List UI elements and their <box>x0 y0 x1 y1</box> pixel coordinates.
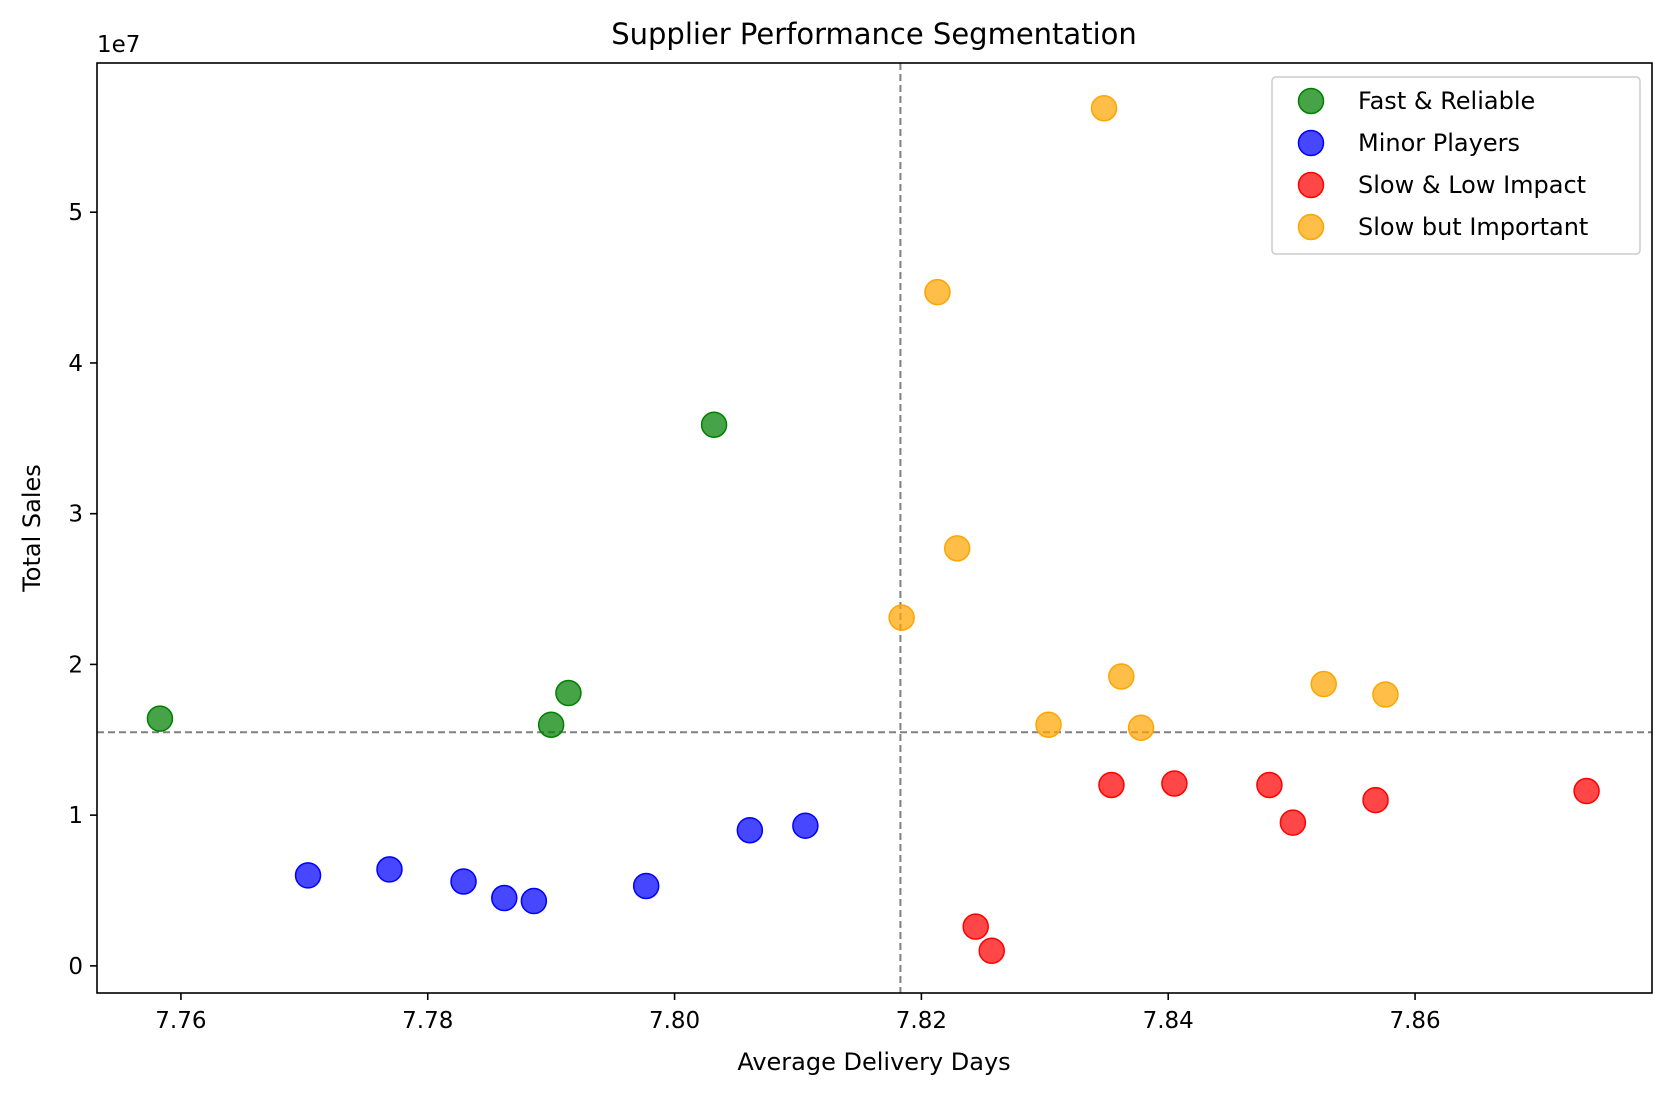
data-point <box>491 884 518 912</box>
legend-marker <box>1297 87 1325 115</box>
y-tick-label: 4 <box>68 351 83 377</box>
x-axis: 7.76 7.78 7.80 7.82 7.84 7.86 <box>155 993 1441 1034</box>
data-point <box>537 711 565 738</box>
y-tick-label: 2 <box>68 652 83 678</box>
data-point <box>1256 771 1283 799</box>
y-tick-label: 1 <box>68 803 83 829</box>
reference-lines <box>97 63 1652 993</box>
data-point <box>146 705 174 732</box>
x-tick-label: 7.76 <box>155 1008 206 1034</box>
legend-box <box>1271 76 1641 255</box>
series-0 <box>146 411 728 738</box>
x-tick-label: 7.80 <box>649 1008 700 1034</box>
y-tick-label: 3 <box>68 502 83 528</box>
legend: Fast & Reliable Minor Players Slow & Low I… <box>1271 76 1641 255</box>
data-point <box>1279 809 1307 836</box>
data-point <box>978 937 1005 965</box>
x-tick-label: 7.78 <box>402 1008 453 1034</box>
data-point <box>555 679 582 707</box>
data-point <box>924 278 951 306</box>
data-point <box>1090 94 1118 122</box>
legend-marker <box>1297 171 1325 199</box>
data-point <box>1127 714 1155 741</box>
series-2 <box>962 770 1600 965</box>
series-1 <box>294 812 819 915</box>
data-point <box>962 913 989 940</box>
legend-label: Slow but Important <box>1358 213 1588 241</box>
plot-area <box>96 62 1653 994</box>
data-point <box>736 816 764 844</box>
y-tick-label: 5 <box>68 200 83 226</box>
chart-title: Supplier Performance Segmentation <box>611 17 1137 51</box>
data-point <box>888 604 915 631</box>
y-axis: 0 1 2 3 4 5 <box>68 200 97 980</box>
data-point <box>294 862 322 889</box>
data-point <box>700 411 728 439</box>
data-point <box>450 868 477 895</box>
data-point <box>1372 681 1399 708</box>
data-point <box>1573 777 1600 805</box>
data-point <box>1035 711 1062 738</box>
legend-marker <box>1297 129 1325 157</box>
data-point <box>1108 663 1135 690</box>
data-point <box>792 812 819 839</box>
y-offset-label: 1e7 <box>97 32 140 58</box>
y-tick-label: 0 <box>68 954 83 980</box>
y-axis-label: Total Sales <box>18 464 46 593</box>
x-axis-label: Average Delivery Days <box>737 1048 1010 1076</box>
legend-label: Slow & Low Impact <box>1358 171 1586 199</box>
x-tick-label: 7.84 <box>1143 1008 1194 1034</box>
legend-label: Minor Players <box>1358 129 1520 157</box>
data-points <box>146 94 1600 965</box>
data-point <box>520 887 548 915</box>
legend-label: Fast & Reliable <box>1358 87 1535 115</box>
data-point <box>1098 771 1125 799</box>
x-tick-label: 7.82 <box>896 1008 947 1034</box>
data-point <box>1362 786 1389 814</box>
x-tick-label: 7.86 <box>1389 1008 1440 1034</box>
legend-marker <box>1297 213 1325 241</box>
data-point <box>943 535 971 562</box>
data-point <box>632 872 660 900</box>
series-3 <box>888 94 1399 741</box>
data-point <box>1310 670 1337 698</box>
data-point <box>1161 770 1188 797</box>
data-point <box>376 856 403 883</box>
